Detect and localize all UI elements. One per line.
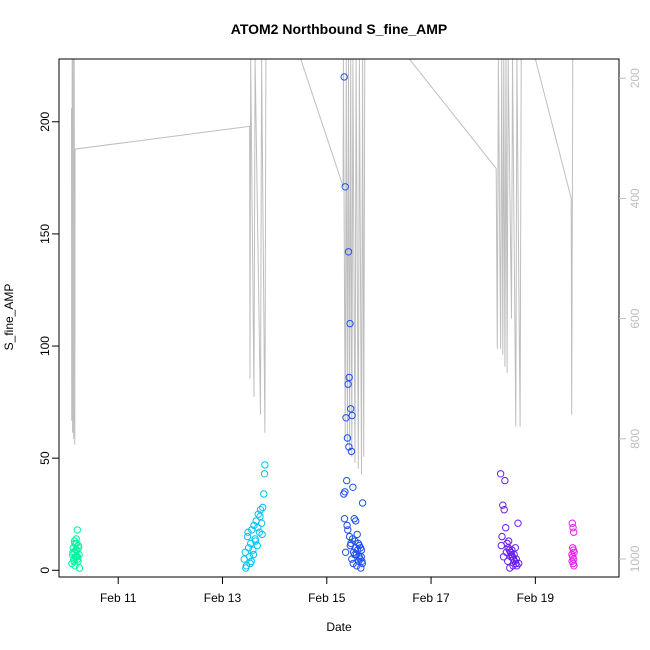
data-point: [348, 535, 357, 543]
data-point: [343, 476, 351, 485]
x-tick-label: Feb 13: [204, 591, 242, 605]
data-point: [507, 553, 515, 561]
data-point: [251, 537, 260, 545]
y-tick-label: 150: [38, 224, 52, 244]
data-point: [254, 524, 262, 532]
data-point: [505, 537, 513, 545]
right-y-tick-label: 400: [628, 188, 642, 208]
data-point: [340, 515, 349, 523]
data-point: [254, 510, 262, 518]
right-y-tick-label: 600: [628, 308, 642, 328]
data-point: [343, 434, 352, 442]
data-point: [344, 380, 352, 388]
data-point: [242, 564, 250, 572]
right-y-tick-label: 200: [628, 68, 642, 88]
data-point: [351, 544, 360, 552]
data-point: [357, 564, 365, 572]
data-point: [570, 562, 578, 570]
data-point: [501, 476, 509, 485]
data-point: [259, 503, 267, 512]
data-point: [345, 373, 353, 382]
data-point: [244, 544, 253, 552]
y-axis-label: S_fine_AMP: [2, 284, 16, 351]
data-point: [348, 411, 356, 420]
chart-title: ATOM2 Northbound S_fine_AMP: [231, 21, 447, 37]
data-point: [243, 532, 252, 541]
data-point: [253, 541, 261, 550]
data-point: [250, 521, 258, 530]
data-point: [348, 555, 356, 563]
data-point: [258, 530, 266, 539]
data-point: [341, 548, 350, 556]
y-tick-label: 0: [38, 567, 52, 574]
data-point: [75, 564, 84, 572]
data-point: [346, 319, 354, 328]
y-axis: 0 50 100 150 200: [38, 111, 59, 574]
data-point: [349, 483, 357, 491]
data-point: [340, 490, 348, 498]
data-point: [509, 562, 517, 570]
x-axis: Feb 11 Feb 13 Feb 15 Feb 17 Feb 19: [100, 577, 554, 605]
data-point: [343, 521, 351, 530]
data-point: [570, 528, 578, 536]
data-point: [249, 550, 258, 559]
data-point: [347, 447, 356, 456]
data-point: [257, 519, 266, 527]
data-point: [72, 535, 80, 543]
data-point: [260, 470, 269, 478]
data-point: [496, 470, 505, 478]
x-tick-label: Feb 19: [517, 591, 555, 605]
data-point: [498, 532, 506, 541]
data-point: [350, 515, 358, 523]
data-point: [244, 528, 252, 536]
scatter-points-layer: [68, 73, 578, 572]
data-point: [72, 539, 81, 548]
data-point: [70, 537, 79, 545]
data-point: [500, 506, 508, 514]
data-point: [256, 512, 264, 521]
data-point: [341, 183, 349, 191]
data-point: [353, 530, 361, 539]
data-point: [249, 546, 257, 554]
y-tick-label: 50: [38, 451, 52, 465]
data-point: [352, 517, 360, 525]
x-tick-label: Feb 15: [308, 591, 346, 605]
y-tick-label: 100: [38, 336, 52, 356]
data-point: [514, 519, 522, 527]
data-point: [342, 414, 350, 422]
data-point: [261, 461, 269, 469]
data-point: [354, 557, 363, 565]
data-point: [358, 559, 366, 568]
right-y-tick-label: 800: [628, 428, 642, 448]
right-y-tick-label: 1000: [628, 545, 642, 572]
data-point: [568, 519, 576, 527]
x-tick-label: Feb 11: [100, 591, 137, 605]
right-y-axis: 200 400 600 800 1000: [619, 68, 642, 572]
plot-frame: [58, 58, 620, 578]
data-point: [499, 553, 508, 561]
data-point: [499, 501, 507, 509]
data-point: [260, 490, 268, 498]
data-point: [497, 541, 505, 550]
data-point: [246, 559, 254, 568]
x-tick-label: Feb 17: [412, 591, 450, 605]
x-axis-label: Date: [326, 620, 352, 634]
data-point: [75, 544, 83, 552]
data-point: [569, 524, 577, 532]
data-point: [73, 526, 82, 534]
data-point: [344, 248, 353, 256]
right-axis-series-line: [71, 58, 574, 475]
data-point: [344, 526, 352, 534]
data-point: [340, 73, 348, 81]
data-point: [70, 555, 78, 563]
right-axis-series-layer: [71, 58, 574, 475]
data-point: [502, 524, 510, 532]
y-tick-label: 200: [38, 111, 52, 131]
data-point: [73, 553, 82, 561]
data-point: [358, 499, 367, 507]
data-point: [511, 544, 519, 552]
data-point: [347, 405, 355, 413]
